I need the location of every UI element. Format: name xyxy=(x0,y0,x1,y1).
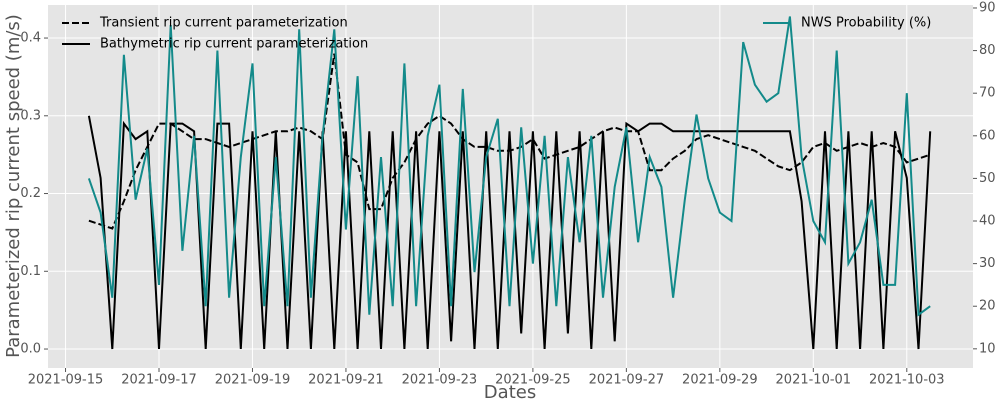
y2-tick-label: 60 xyxy=(979,128,996,143)
y-tick-label: 0.4 xyxy=(20,31,41,46)
y2-tick-label: 10 xyxy=(979,341,996,356)
y-tick-label: 0.3 xyxy=(20,108,41,123)
x-tick-label: 2021-09-29 xyxy=(682,373,758,388)
plot-area xyxy=(48,5,973,368)
y2-tick-label: 20 xyxy=(979,299,996,314)
x-tick-label: 2021-09-21 xyxy=(308,373,384,388)
x-tick-label: 2021-10-01 xyxy=(776,373,852,388)
legend-label: Bathymetric rip current parameterization xyxy=(100,37,368,52)
y-tick-label: 0.2 xyxy=(20,186,41,201)
series-line xyxy=(87,115,932,350)
x-tick-label: 2021-09-23 xyxy=(402,373,478,388)
y-tick-label: 0.0 xyxy=(20,342,41,357)
x-tick-label: 2021-09-25 xyxy=(495,373,571,388)
x-tick-label: 2021-09-27 xyxy=(589,373,665,388)
x-tick-label: 2021-09-19 xyxy=(215,373,291,388)
y2-tick-label: 80 xyxy=(979,43,996,58)
y-tick-label: 0.1 xyxy=(20,264,41,279)
x-tick-label: 2021-10-03 xyxy=(869,373,945,388)
y2-tick-label: 40 xyxy=(979,214,996,229)
series-line xyxy=(87,16,931,317)
y2-tick-label: 30 xyxy=(979,256,996,271)
y2-tick-label: 70 xyxy=(979,86,996,101)
legend-label: NWS Probability (%) xyxy=(801,16,931,31)
y2-tick-label: 50 xyxy=(979,171,996,186)
legend-label: Transient rip current parameterization xyxy=(99,16,348,31)
x-tick-label: 2021-09-17 xyxy=(121,373,197,388)
y-axis-label: Parameterized rip current speed (m/s) xyxy=(3,14,24,358)
x-axis-label: Dates xyxy=(484,382,536,403)
y2-tick-label: 90 xyxy=(979,0,996,15)
series-line xyxy=(88,53,931,230)
x-tick-label: 2021-09-15 xyxy=(28,373,104,388)
